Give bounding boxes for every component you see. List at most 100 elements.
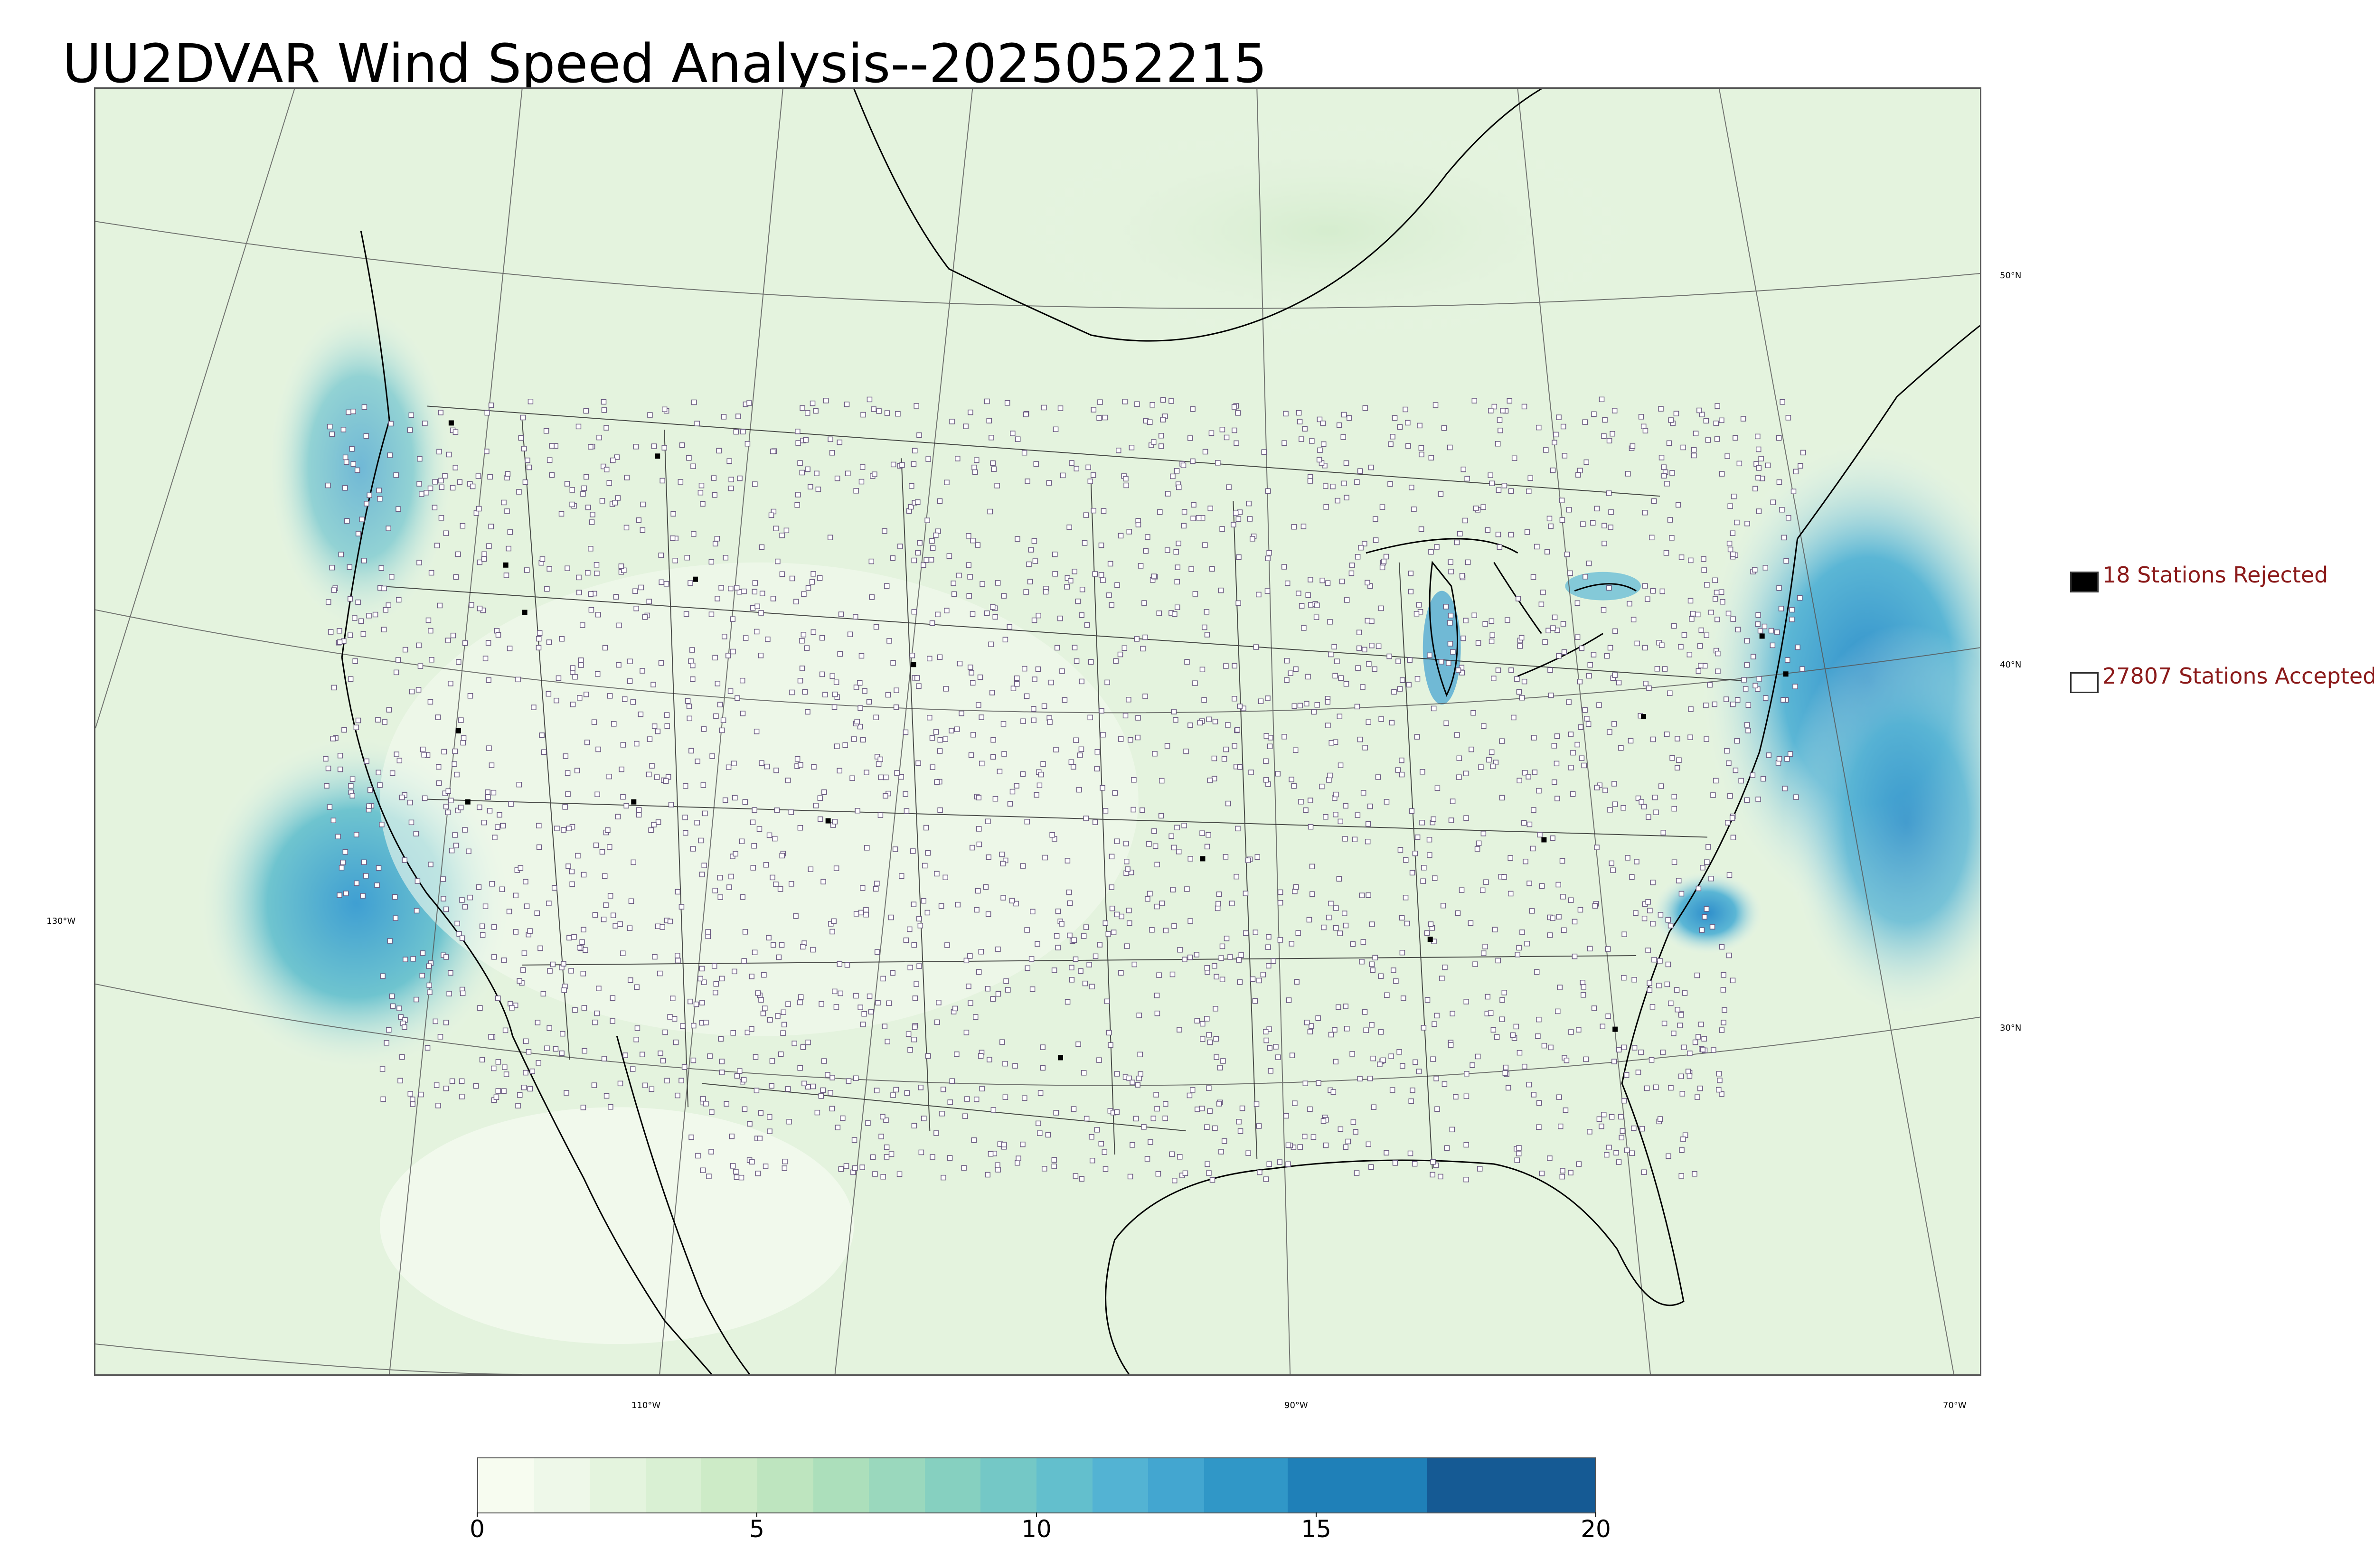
station-accepted-marker xyxy=(342,485,348,491)
station-accepted-marker xyxy=(1135,734,1141,741)
station-accepted-marker xyxy=(1369,921,1375,927)
station-accepted-marker xyxy=(688,748,694,754)
station-accepted-marker xyxy=(1395,767,1401,773)
station-accepted-marker xyxy=(1536,1016,1542,1023)
station-accepted-marker xyxy=(691,1023,697,1029)
wind-speed-map[interactable] xyxy=(94,87,1981,1376)
station-accepted-marker xyxy=(1386,653,1392,659)
station-accepted-marker xyxy=(1189,1087,1196,1093)
station-accepted-marker xyxy=(1087,479,1093,484)
station-accepted-marker xyxy=(415,878,421,884)
station-accepted-marker xyxy=(1341,911,1347,916)
station-accepted-marker xyxy=(599,849,605,855)
station-accepted-marker xyxy=(1042,854,1048,861)
station-accepted-marker xyxy=(801,632,807,638)
station-accepted-marker xyxy=(1083,512,1089,518)
station-accepted-marker xyxy=(684,554,690,561)
station-accepted-marker xyxy=(1349,563,1355,568)
station-accepted-marker xyxy=(1072,645,1078,650)
station-accepted-marker xyxy=(1721,972,1726,978)
station-accepted-marker xyxy=(954,726,960,732)
station-accepted-marker xyxy=(1085,464,1091,470)
station-accepted-marker xyxy=(1631,977,1637,983)
station-accepted-marker xyxy=(1041,404,1047,411)
station-accepted-marker xyxy=(1048,679,1054,685)
station-accepted-marker xyxy=(1060,472,1066,479)
station-accepted-marker xyxy=(330,817,337,824)
station-accepted-marker xyxy=(742,799,748,805)
station-accepted-marker xyxy=(493,1094,499,1100)
station-accepted-marker xyxy=(917,923,923,929)
station-accepted-marker xyxy=(508,801,514,807)
station-accepted-marker xyxy=(1560,894,1566,900)
station-accepted-marker xyxy=(735,695,740,701)
station-accepted-marker xyxy=(1089,1157,1095,1164)
station-accepted-marker xyxy=(691,399,697,405)
station-accepted-marker xyxy=(722,634,727,639)
station-accepted-marker xyxy=(1671,1031,1677,1036)
station-accepted-marker xyxy=(1678,644,1684,650)
station-accepted-marker xyxy=(398,1014,404,1020)
station-accepted-marker xyxy=(1481,723,1487,729)
station-accepted-marker xyxy=(1265,555,1271,562)
station-accepted-marker xyxy=(484,410,490,416)
station-accepted-marker xyxy=(500,823,506,829)
station-accepted-marker xyxy=(978,949,984,955)
station-accepted-marker xyxy=(473,510,480,516)
station-accepted-marker xyxy=(1421,865,1427,871)
station-accepted-marker xyxy=(393,472,399,478)
station-accepted-marker xyxy=(1200,1021,1206,1027)
station-accepted-marker xyxy=(1714,590,1720,595)
station-accepted-marker xyxy=(1531,1092,1536,1098)
station-accepted-marker xyxy=(928,557,934,563)
station-accepted-marker xyxy=(1413,1059,1418,1065)
station-accepted-marker xyxy=(614,454,620,460)
station-accepted-marker xyxy=(1489,632,1495,638)
station-accepted-marker xyxy=(880,1174,886,1180)
station-accepted-marker xyxy=(678,1078,684,1084)
station-accepted-marker xyxy=(1250,976,1256,982)
station-accepted-marker xyxy=(1199,667,1206,673)
station-accepted-marker xyxy=(680,1023,686,1029)
station-accepted-marker xyxy=(403,957,408,962)
station-accepted-marker xyxy=(1719,944,1725,950)
station-accepted-marker xyxy=(1032,558,1038,564)
station-accepted-marker xyxy=(1233,510,1239,516)
station-accepted-marker xyxy=(537,630,543,636)
station-accepted-marker xyxy=(731,761,737,766)
station-accepted-marker xyxy=(1169,971,1176,977)
station-accepted-marker xyxy=(1726,541,1733,546)
station-accepted-marker xyxy=(1488,638,1495,644)
station-accepted-marker xyxy=(1141,1124,1147,1130)
station-accepted-marker xyxy=(1707,682,1713,688)
station-accepted-marker xyxy=(323,756,329,762)
station-accepted-marker xyxy=(1013,901,1019,907)
station-accepted-marker xyxy=(1562,453,1568,459)
station-accepted-marker xyxy=(992,796,999,802)
station-accepted-marker xyxy=(1215,905,1221,911)
station-accepted-marker xyxy=(1378,973,1384,979)
station-accepted-marker xyxy=(1069,965,1074,970)
station-accepted-marker xyxy=(1689,616,1695,622)
station-accepted-marker xyxy=(1237,1128,1244,1134)
station-accepted-marker xyxy=(1308,577,1313,582)
station-accepted-marker xyxy=(1264,588,1271,594)
station-accepted-marker xyxy=(752,807,757,813)
station-accepted-marker xyxy=(838,1166,844,1172)
lon-label-70w: 70°W xyxy=(1943,1400,1967,1410)
station-accepted-marker xyxy=(1368,464,1374,470)
station-accepted-marker xyxy=(1283,1113,1289,1119)
station-accepted-marker xyxy=(568,968,574,974)
station-accepted-marker xyxy=(1460,466,1466,472)
station-accepted-marker xyxy=(904,808,910,814)
station-accepted-marker xyxy=(467,693,473,699)
station-accepted-marker xyxy=(797,999,803,1005)
station-accepted-marker xyxy=(701,726,707,732)
station-accepted-marker xyxy=(717,894,723,900)
station-accepted-marker xyxy=(1446,660,1451,666)
station-accepted-marker xyxy=(1357,468,1363,474)
station-accepted-marker xyxy=(799,666,805,671)
station-accepted-marker xyxy=(1213,1036,1219,1042)
station-accepted-marker xyxy=(1755,433,1761,440)
station-accepted-marker xyxy=(1083,816,1089,821)
